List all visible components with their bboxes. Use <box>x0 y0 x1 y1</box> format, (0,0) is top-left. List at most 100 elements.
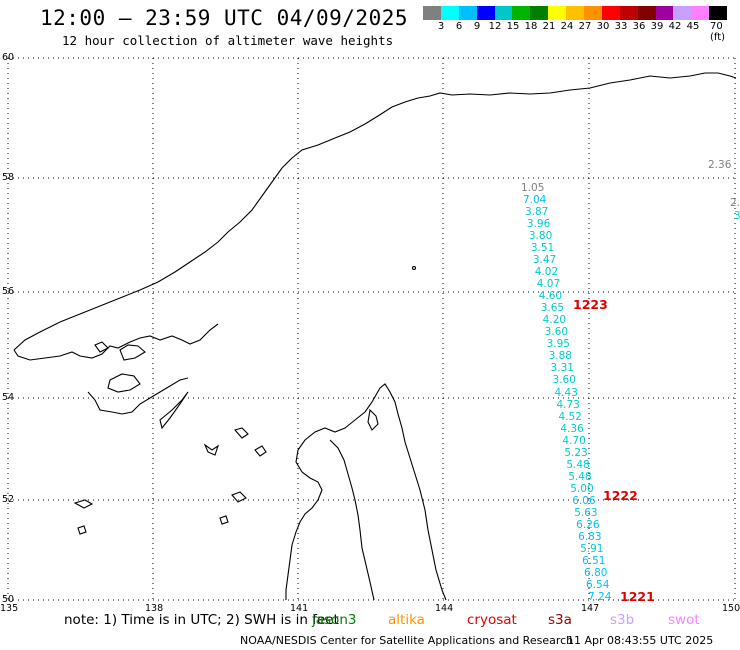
wave-height-value: 4.02 <box>534 266 559 279</box>
legend-swatch <box>691 6 710 20</box>
legend-swatch <box>423 6 441 20</box>
legend-tick-label: 21 <box>542 21 556 32</box>
wave-height-value: 3.60 <box>552 374 576 387</box>
pass-id-label: 1222 <box>603 488 638 503</box>
edge-value: 2. <box>730 197 740 209</box>
legend-swatch <box>440 6 459 20</box>
edge-value: 3 <box>734 210 740 222</box>
legend-tick-label: 70 (ft) <box>710 21 726 43</box>
y-label-60: 60 <box>2 52 15 63</box>
y-label-50: 50 <box>2 594 15 605</box>
y-label-52: 52 <box>2 494 15 505</box>
wave-height-value: 3.60 <box>544 326 569 339</box>
wave-height-value: 5.91 <box>580 542 604 555</box>
wave-height-value: 5.23 <box>564 446 588 459</box>
wave-height-value: 6.80 <box>584 566 608 579</box>
legend-tick-label: 39 <box>650 21 664 32</box>
wave-height-value: 3.87 <box>524 206 549 219</box>
legend-tick-label: 27 <box>578 21 592 32</box>
map-subtitle: 12 hour collection of altimeter wave hei… <box>62 33 394 48</box>
y-label-56: 56 <box>2 286 15 297</box>
wave-height-value: 3.51 <box>530 242 555 255</box>
pass-id-label: 1221 <box>620 589 655 604</box>
pass-id-label: 1223 <box>573 297 608 312</box>
wave-height-value: 4.73 <box>556 398 580 411</box>
edge-value: 2.36 <box>708 159 732 171</box>
wave-height-value: 6.06 <box>572 494 596 507</box>
satellite-altika: altika <box>388 612 425 628</box>
wave-height-value: 7.04 <box>522 194 547 207</box>
legend-swatch <box>476 6 495 20</box>
color-scale-legend <box>423 6 728 20</box>
wave-height-value: 3.65 <box>540 302 565 315</box>
wave-height-value: 4.07 <box>536 278 561 291</box>
wave-height-value: 3.96 <box>526 218 551 231</box>
wave-height-value: 3.95 <box>546 338 570 351</box>
x-label-144: 144 <box>435 603 454 614</box>
legend-tick-label: 9 <box>473 21 481 32</box>
wave-height-value: 5.48 <box>566 458 590 471</box>
wave-height-value: 6.26 <box>576 518 600 531</box>
wave-height-value: 4.52 <box>558 410 582 423</box>
x-label-150: 150 <box>722 603 740 614</box>
legend-tick-label: 42 <box>668 21 682 32</box>
legend-tick-label: 12 <box>488 21 502 32</box>
legend-tick-label: 36 <box>632 21 646 32</box>
legend-swatch <box>494 6 513 20</box>
y-label-58: 58 <box>2 172 15 183</box>
wave-height-value: 4.60 <box>538 290 563 303</box>
wave-height-value: 5.63 <box>574 506 598 519</box>
legend-tick-label: 18 <box>524 21 538 32</box>
wave-height-value: 4.43 <box>554 386 578 399</box>
legend-swatch <box>619 6 638 20</box>
wave-height-value: 5.48 <box>568 470 592 483</box>
wave-height-value: 6.54 <box>586 578 610 591</box>
generated-timestamp: 11 Apr 08:43:55 UTC 2025 <box>567 634 714 647</box>
legend-swatch <box>530 6 549 20</box>
satellite-s3a: s3a <box>548 612 572 628</box>
legend-swatch <box>584 6 602 20</box>
x-label-147: 147 <box>581 603 600 614</box>
legend-tick-label: 15 <box>506 21 520 32</box>
x-label-138: 138 <box>145 603 164 614</box>
legend-swatch <box>566 6 585 20</box>
legend-tick-label: 24 <box>560 21 574 32</box>
map-title: 12:00 — 23:59 UTC 04/09/2025 <box>40 6 409 30</box>
wave-height-value: 1.05 <box>521 182 545 194</box>
legend-tick-label: 3 <box>437 21 445 32</box>
wave-height-value: 3.31 <box>550 362 574 375</box>
satellite-s3b: s3b <box>610 612 635 628</box>
legend-swatch <box>637 6 656 20</box>
wave-height-value: 4.70 <box>562 434 586 447</box>
legend-swatch <box>458 6 477 20</box>
wave-height-value: 3.80 <box>528 230 553 243</box>
legend-swatch <box>601 6 620 20</box>
legend-tick-label: 6 <box>455 21 463 32</box>
satellite-swot: swot <box>668 612 700 628</box>
legend-swatch <box>512 6 531 20</box>
satellite-cryosat: cryosat <box>467 612 517 628</box>
legend-swatch <box>673 6 692 20</box>
legend-tick-labels: 3 6 9 12 15 18 21 24 27 30 33 36 39 42 45 70 (ft) <box>423 0 740 43</box>
legend-swatch <box>655 6 674 20</box>
y-label-54: 54 <box>2 392 15 403</box>
wave-height-value: 3.47 <box>532 254 557 267</box>
legend-tick-label: 33 <box>614 21 628 32</box>
wave-height-value: 7.24 <box>588 591 612 603</box>
map-grid <box>7 57 736 601</box>
x-label-141: 141 <box>290 603 309 614</box>
x-label-135: 135 <box>0 603 19 614</box>
wave-height-value: 4.20 <box>542 314 567 327</box>
wave-height-value: 6.51 <box>582 554 606 567</box>
wave-height-value: 3.88 <box>548 350 572 363</box>
legend-tick-label: 45 <box>686 21 700 32</box>
wave-height-value: 4.36 <box>560 422 584 435</box>
satellite-jason3: jason3 <box>312 612 357 628</box>
wave-height-value: 5.00 <box>570 482 594 495</box>
legend-swatch <box>548 6 567 20</box>
wave-height-value: 6.83 <box>578 530 602 543</box>
legend-tick-label: 30 <box>596 21 610 32</box>
footer-note: note: 1) Time is in UTC; 2) SWH is in fe… <box>64 612 339 628</box>
coastline <box>13 72 737 601</box>
